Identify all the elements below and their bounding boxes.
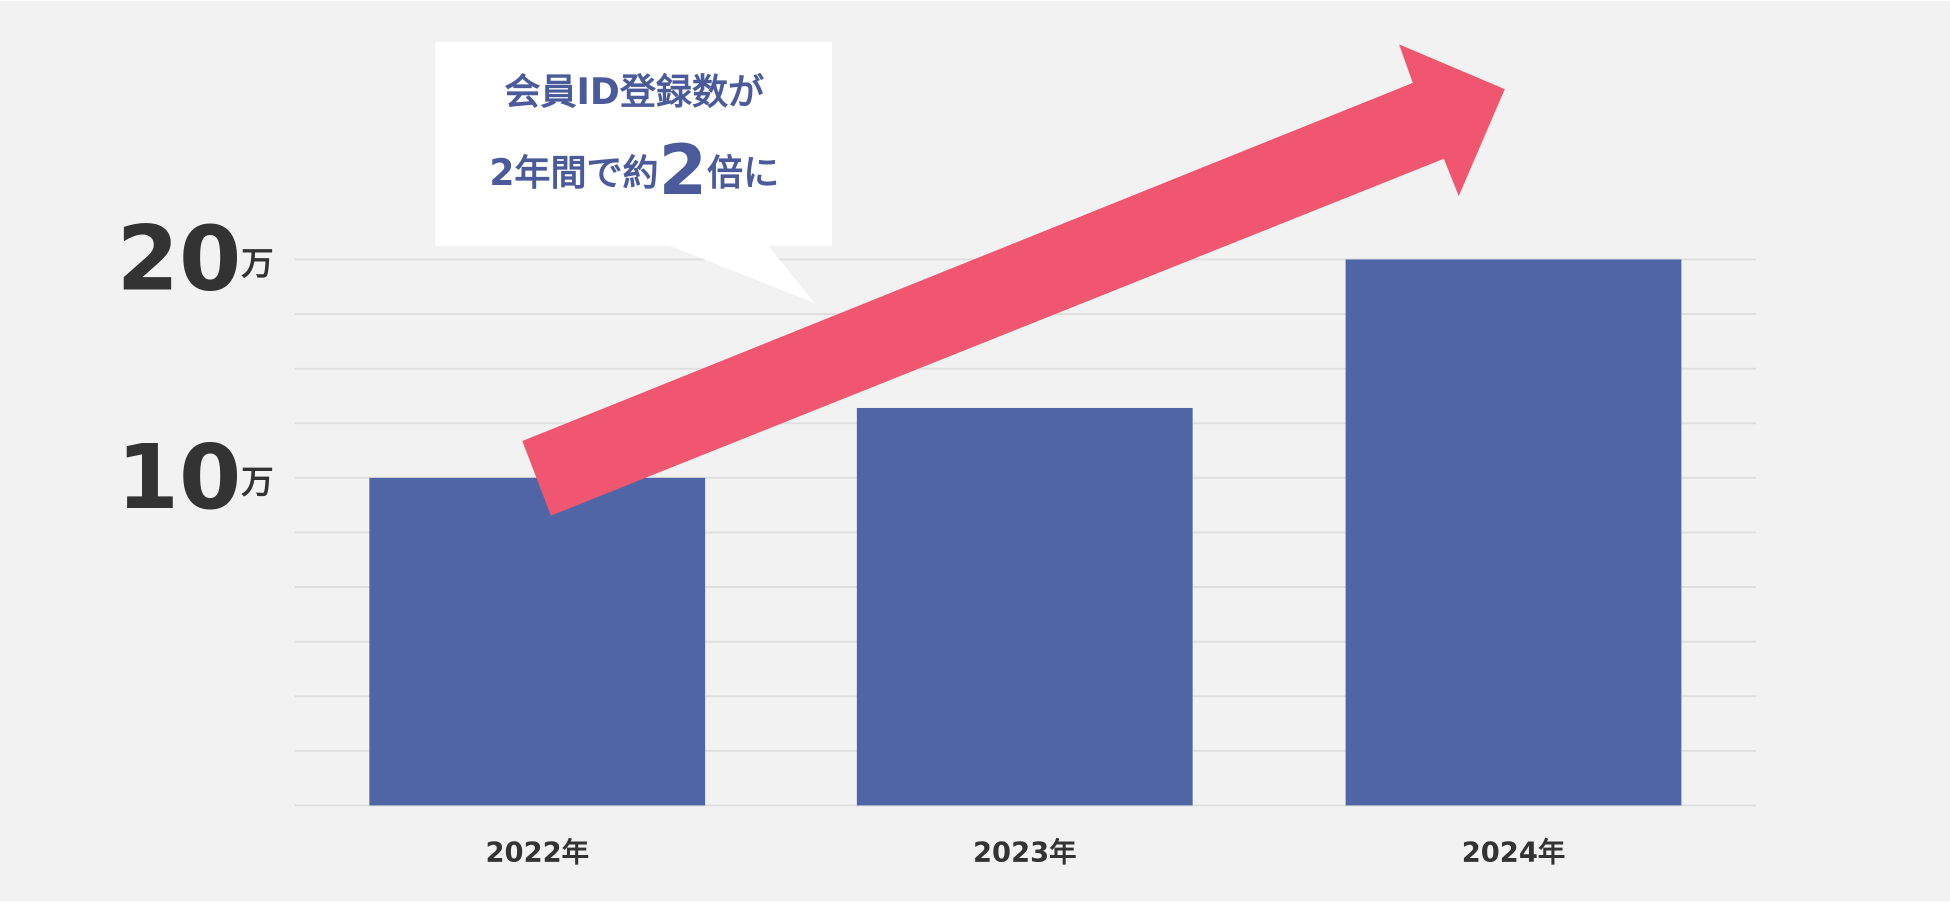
x-tick-label: 2023年 bbox=[973, 836, 1076, 868]
bar bbox=[856, 407, 1193, 806]
labels: 10万 20万 2022年 2023年 2024年 bbox=[117, 208, 1566, 868]
annotation-line: 2年間で約2倍に bbox=[489, 130, 779, 211]
x-tick-label: 2022年 bbox=[486, 836, 589, 868]
callout: 会員ID登録数が 2年間で約2倍に bbox=[435, 41, 832, 304]
x-tick-label: 2024年 bbox=[1462, 836, 1565, 868]
bars bbox=[369, 259, 1682, 806]
trend-arrow bbox=[522, 44, 1505, 516]
bar bbox=[369, 477, 706, 806]
callout-box bbox=[435, 41, 832, 246]
bar bbox=[1345, 259, 1682, 806]
y-tick-label: 10万 bbox=[117, 426, 274, 530]
y-tick-label: 20万 bbox=[117, 208, 274, 312]
annotation-line: 会員ID登録数が bbox=[504, 71, 764, 113]
